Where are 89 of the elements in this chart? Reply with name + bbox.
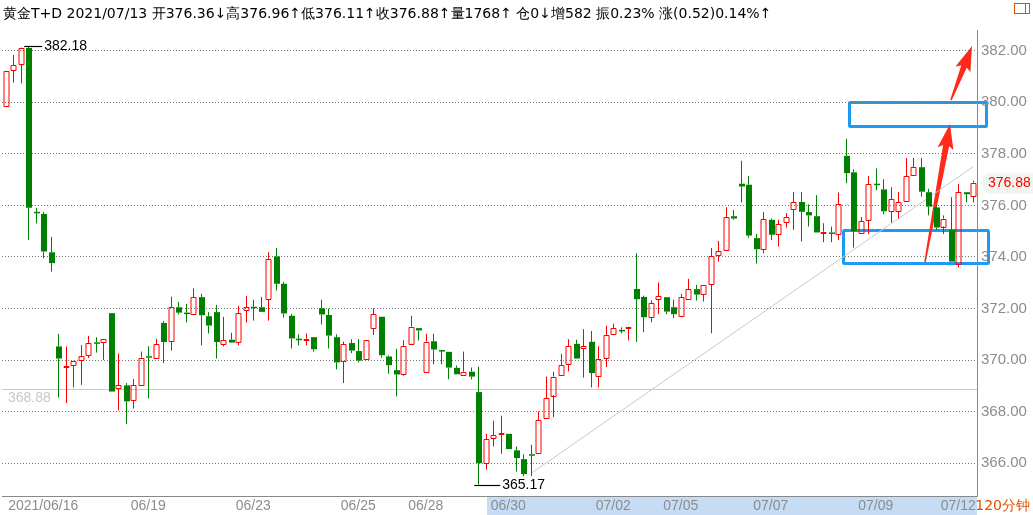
candlestick [814,194,820,233]
y-tick-label: 376.00 [981,195,1027,213]
candlestick [754,233,760,265]
y-tick-label: 380.00 [981,92,1027,110]
candlestick [529,444,535,477]
candlestick [56,333,62,398]
candlestick [574,339,580,359]
candlestick [964,192,970,203]
candlestick [589,330,595,388]
candlestick [926,188,932,216]
candlestick [731,209,737,219]
candlestick [214,304,220,360]
candlestick [446,351,452,380]
candlestick [281,281,287,319]
candlestick [806,203,812,228]
y-tick-label: 370.00 [981,350,1027,368]
candlestick [580,328,587,379]
candlestick [326,308,332,349]
annotation: 382.18 [44,37,88,54]
x-tick-label: 06/30 [490,497,526,514]
candlestick [259,296,265,312]
candlestick [199,293,205,346]
x-tick-label: 07/09 [858,497,894,514]
candlestick [790,191,797,231]
candlestick [799,191,805,242]
candlestick [274,247,280,291]
candlestick [243,295,250,323]
candlestick [78,344,85,386]
x-tick-label: 07/02 [595,497,631,514]
candlestick [49,236,55,273]
y-tick-label: 378.00 [981,143,1027,161]
x-tick-label: 06/19 [130,497,166,514]
candlestick [26,45,32,241]
candlestick [146,345,152,399]
candlestick [334,333,340,370]
x-tick-label: 06/25 [340,497,376,514]
x-tick-label: 07/12 [940,497,976,514]
candlestick [439,350,445,365]
candlestick [715,240,722,263]
candlestick [476,366,482,486]
candlestick [498,415,505,455]
candlestick [94,336,100,354]
candlestick [955,183,962,269]
candlestick [206,311,212,335]
candlestick [356,338,362,363]
candlestick [940,214,947,235]
candlestick [919,157,925,198]
candlestick [460,351,467,376]
candlestick [311,337,317,353]
candlestick [820,222,827,243]
y-tick-label: 368.00 [981,401,1027,419]
candlestick [655,281,662,315]
x-tick-label: 07/07 [753,497,789,514]
candlestick [161,320,167,364]
candlestick [220,316,227,347]
candlestick [115,353,122,411]
candlestick [454,365,460,375]
candlestick [949,196,955,262]
candlestick [319,299,325,326]
candlestick [379,316,385,359]
x-tick-label: 06/28 [408,497,444,514]
x-tick-label: 2021/06/16 [8,497,79,514]
candlestick [63,345,70,404]
candlestick [124,382,130,425]
candlestick [521,453,527,477]
candlestick [349,338,355,354]
candlestick [100,339,107,361]
candlestick [431,333,437,365]
annotation: 365.17 [502,476,546,493]
candlestick [514,445,520,472]
x-tick-label: 06/23 [235,497,271,514]
y-tick-label: 372.00 [981,298,1027,316]
candlestick [70,361,77,388]
candlestick [783,212,790,229]
text: 376.88 [988,174,1032,191]
candlestick [10,54,17,84]
candlestick [490,420,497,447]
text: 120分钟 [975,497,1030,515]
candlestick [394,348,400,397]
y-tick-label: 382.00 [981,40,1027,58]
x-tick-label: 07/05 [663,497,699,514]
candlestick [910,157,917,176]
candlestick [386,356,392,375]
candlestick [694,284,700,302]
y-tick-label: 366.00 [981,453,1027,471]
candlestick [289,313,295,349]
candlestick [881,178,887,215]
chart-title: 黄金T+D 2021/07/13 开376.36↓高376.96↑低376.11↑收376.88↑量1768↑ 仓0↓增582 振0.23% 涨(0.52)0.14%↑ [3,5,772,23]
candlestick [229,332,235,343]
